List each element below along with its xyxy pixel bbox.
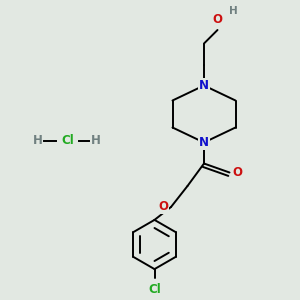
Text: N: N — [199, 136, 209, 149]
Text: Cl: Cl — [61, 134, 74, 148]
Text: O: O — [159, 200, 169, 214]
Text: N: N — [199, 79, 209, 92]
Text: O: O — [232, 166, 242, 179]
Text: O: O — [212, 14, 223, 26]
Text: H: H — [91, 134, 101, 148]
Text: Cl: Cl — [148, 283, 161, 296]
Text: H: H — [33, 134, 42, 148]
Text: H: H — [229, 7, 238, 16]
